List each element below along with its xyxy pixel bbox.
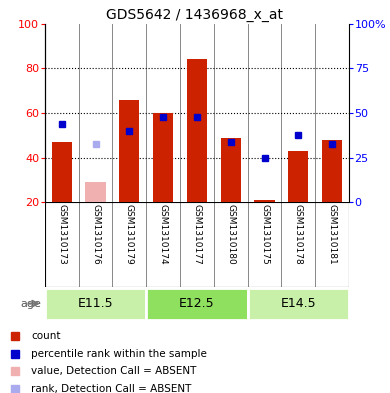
Text: E11.5: E11.5	[78, 297, 113, 310]
Text: rank, Detection Call = ABSENT: rank, Detection Call = ABSENT	[31, 384, 191, 393]
Text: value, Detection Call = ABSENT: value, Detection Call = ABSENT	[31, 366, 196, 376]
Text: percentile rank within the sample: percentile rank within the sample	[31, 349, 207, 359]
Text: age: age	[20, 299, 41, 309]
Text: count: count	[31, 331, 60, 341]
Bar	[187, 59, 207, 202]
Bar	[153, 113, 173, 202]
Bar	[322, 140, 342, 202]
Bar	[119, 99, 140, 202]
Text: GSM1310181: GSM1310181	[328, 204, 337, 265]
Text: GSM1310175: GSM1310175	[260, 204, 269, 265]
Text: GSM1310173: GSM1310173	[57, 204, 66, 265]
Bar	[248, 288, 349, 320]
Bar	[254, 200, 275, 202]
Bar	[45, 288, 146, 320]
Bar	[288, 151, 308, 202]
Text: GSM1310180: GSM1310180	[226, 204, 235, 265]
Bar	[221, 138, 241, 202]
Text: E14.5: E14.5	[280, 297, 316, 310]
Text: GSM1310176: GSM1310176	[91, 204, 100, 265]
Text: GSM1310174: GSM1310174	[159, 204, 168, 265]
Bar	[51, 142, 72, 202]
Text: GSM1310177: GSM1310177	[192, 204, 202, 265]
Bar	[85, 182, 106, 202]
Text: GDS5642 / 1436968_x_at: GDS5642 / 1436968_x_at	[106, 7, 284, 22]
Bar	[146, 288, 248, 320]
Text: GSM1310178: GSM1310178	[294, 204, 303, 265]
Text: GSM1310179: GSM1310179	[125, 204, 134, 265]
Text: E12.5: E12.5	[179, 297, 215, 310]
